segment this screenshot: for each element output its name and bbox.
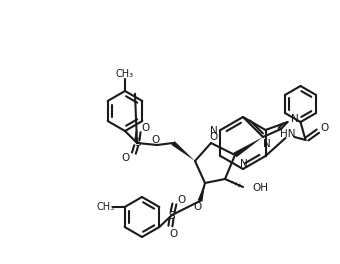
Text: N: N — [240, 159, 248, 169]
Text: O: O — [320, 123, 329, 133]
Text: O: O — [209, 132, 217, 142]
Polygon shape — [198, 183, 205, 202]
Text: N: N — [209, 126, 217, 136]
Text: N: N — [263, 139, 271, 149]
Text: O: O — [170, 229, 178, 239]
Text: O: O — [194, 202, 202, 212]
Text: CH₃: CH₃ — [116, 69, 134, 79]
Text: N: N — [291, 114, 299, 124]
Text: S: S — [169, 211, 175, 221]
Text: O: O — [151, 135, 159, 145]
Text: S: S — [135, 138, 141, 148]
Text: O: O — [141, 123, 149, 133]
Text: OH: OH — [252, 183, 268, 193]
Text: O: O — [178, 195, 186, 205]
Text: O: O — [122, 153, 130, 163]
Polygon shape — [171, 141, 195, 161]
Text: CH₃: CH₃ — [97, 202, 115, 212]
Text: HN: HN — [280, 129, 295, 139]
Polygon shape — [234, 137, 263, 157]
